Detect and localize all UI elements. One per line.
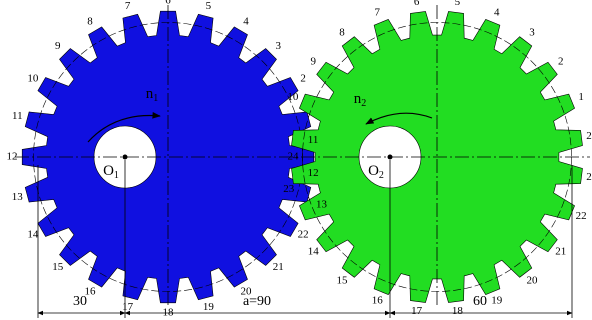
tooth-label: 19 (203, 301, 215, 313)
tooth-label: 18 (163, 307, 175, 319)
tooth-label: 2 (300, 73, 306, 85)
tooth-label: 11 (12, 110, 23, 122)
dimension-label: 30 (73, 294, 87, 309)
tooth-label: 16 (372, 295, 384, 307)
tooth-label: 13 (316, 198, 328, 210)
tooth-label: 10 (287, 91, 299, 103)
gears: 1234567891011121314151617181920212223241… (7, 0, 592, 319)
tooth-label: 3 (276, 40, 282, 52)
tooth-label: 3 (529, 27, 535, 39)
tooth-label: 11 (308, 134, 319, 146)
tooth-label: 10 (27, 73, 39, 85)
dimension-label: a=90 (243, 294, 271, 309)
tooth-label: 8 (87, 15, 93, 27)
tooth-label: 17 (122, 301, 134, 313)
gear-diagram: 1234567891011121314151617181920212223241… (0, 0, 592, 320)
tooth-label: 7 (125, 0, 131, 12)
tooth-label: 9 (55, 40, 61, 52)
dimension-label: 60 (473, 294, 487, 309)
tooth-label: 24 (288, 151, 300, 163)
tooth-label: 4 (243, 15, 249, 27)
tooth-label: 15 (52, 261, 64, 273)
tooth-label: 8 (339, 27, 345, 39)
tooth-label: 23 (283, 183, 295, 195)
tooth-label: 9 (310, 56, 316, 68)
tooth-label: 14 (308, 246, 320, 258)
tooth-label: 2 (558, 56, 564, 68)
tooth-label: 23 (586, 171, 592, 183)
tooth-label: 1 (578, 91, 584, 103)
tooth-label: 18 (452, 305, 464, 317)
tooth-label: 14 (27, 229, 39, 241)
tooth-label: 5 (455, 0, 461, 8)
tooth-label: 4 (494, 6, 500, 18)
tooth-label: 20 (527, 274, 539, 286)
tooth-label: 12 (7, 151, 18, 163)
tooth-label: 15 (337, 274, 349, 286)
tooth-label: 7 (375, 6, 381, 18)
tooth-label: 6 (414, 0, 420, 8)
tooth-label: 13 (12, 191, 24, 203)
tooth-label: 17 (411, 305, 423, 317)
tooth-label: 21 (273, 261, 284, 273)
tooth-label: 19 (491, 295, 503, 307)
tooth-label: 22 (576, 210, 587, 222)
tooth-label: 5 (206, 0, 212, 12)
tooth-label: 24 (586, 130, 592, 142)
tooth-label: 21 (555, 246, 566, 258)
tooth-label: 22 (298, 229, 309, 241)
tooth-label: 12 (308, 167, 319, 179)
